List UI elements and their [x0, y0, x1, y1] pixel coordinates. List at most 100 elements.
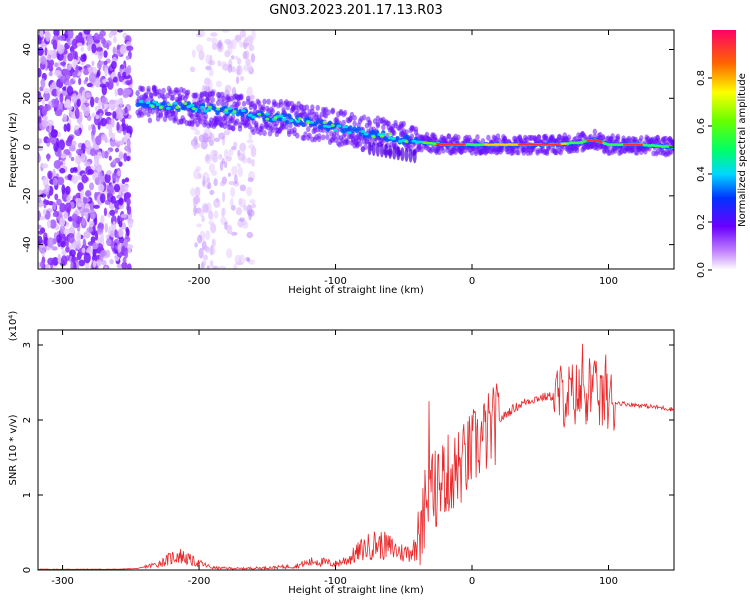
- noise-blob: [201, 260, 207, 267]
- noise-blob: [101, 259, 107, 266]
- noise-blob: [116, 105, 121, 116]
- noise-blob: [127, 263, 132, 269]
- noise-blob: [116, 30, 124, 33]
- spectrogram-y-ticks: -40 -20 0 20 40: [22, 43, 674, 253]
- ridge-core: [162, 100, 167, 106]
- ridge-halo: [140, 86, 146, 93]
- ridge-halo: [486, 134, 491, 141]
- noise-blob: [56, 39, 61, 51]
- noise-blob: [196, 223, 202, 228]
- ridge-core: [145, 101, 151, 105]
- noise-blob: [48, 71, 53, 77]
- noise-blob: [237, 65, 241, 76]
- noise-blob: [191, 140, 197, 150]
- noise-blob: [74, 108, 80, 119]
- noise-blob: [59, 75, 67, 84]
- ridge-core: [200, 105, 205, 109]
- ridge-peak: [232, 109, 237, 113]
- ridge-halo: [559, 145, 565, 152]
- noise-blob: [38, 110, 41, 117]
- noise-blob: [112, 76, 118, 83]
- ridge-halo: [210, 96, 215, 103]
- ridge-halo: [200, 98, 206, 105]
- noise-blob: [93, 204, 100, 209]
- noise-blob: [104, 66, 108, 77]
- noise-blob: [116, 113, 124, 121]
- ridge-halo: [295, 132, 300, 139]
- noise-blob: [244, 50, 250, 59]
- noise-blob: [209, 260, 214, 268]
- noise-blob: [126, 155, 131, 162]
- noise-blob: [38, 235, 43, 246]
- ridge-core: [178, 101, 183, 107]
- noise-blob: [38, 137, 42, 144]
- noise-blob: [122, 71, 127, 78]
- noise-blob: [124, 184, 129, 194]
- noise-blob: [108, 103, 114, 109]
- noise-blob: [53, 159, 62, 169]
- noise-blob: [128, 83, 133, 90]
- noise-blob: [84, 261, 90, 269]
- ridge-core: [333, 128, 338, 132]
- noise-blob: [88, 220, 94, 228]
- noise-blob: [193, 195, 201, 204]
- noise-blob: [59, 92, 64, 103]
- noise-blob: [97, 151, 102, 160]
- noise-blob: [219, 180, 226, 187]
- noise-blob: [114, 208, 119, 214]
- noise-blob: [123, 135, 129, 143]
- ridge-core: [395, 136, 400, 141]
- noise-blob: [40, 78, 46, 89]
- noise-blob: [97, 48, 103, 60]
- ridge-core: [223, 110, 229, 114]
- noise-blob: [118, 197, 124, 206]
- noise-blob: [121, 261, 128, 269]
- ridge-halo: [173, 115, 179, 122]
- noise-blob: [236, 163, 241, 168]
- y-tick-label: 20: [22, 92, 33, 105]
- ridge-core: [264, 112, 270, 116]
- noise-blob: [63, 123, 68, 132]
- noise-blob: [94, 157, 100, 167]
- noise-blob: [128, 220, 133, 229]
- noise-blob: [124, 106, 128, 114]
- noise-blob: [45, 30, 51, 42]
- ridge-halo: [345, 139, 351, 146]
- noise-blob: [57, 147, 62, 159]
- noise-blob: [89, 148, 96, 157]
- noise-blob: [51, 246, 58, 251]
- noise-blob: [99, 83, 106, 88]
- noise-blob: [54, 109, 63, 117]
- noise-blob: [38, 146, 44, 152]
- noise-blob: [54, 97, 59, 109]
- noise-blob: [224, 221, 228, 230]
- noise-blob: [194, 242, 198, 248]
- noise-blob: [82, 238, 87, 250]
- noise-blob: [218, 153, 223, 160]
- ridge-core: [227, 107, 233, 111]
- noise-blob: [110, 229, 115, 238]
- spectrogram-x-ticks: -300 -200 -100 0 100: [51, 30, 618, 287]
- noise-blob: [110, 60, 117, 70]
- ridge-streak: [375, 142, 380, 157]
- noise-blob: [235, 76, 240, 85]
- noise-blob: [246, 139, 254, 144]
- noise-blob: [92, 124, 96, 136]
- noise-blob: [76, 239, 81, 250]
- noise-blob: [193, 168, 200, 180]
- noise-blob: [38, 261, 41, 268]
- noise-blob: [112, 111, 117, 119]
- snr-scale-label: (x10⁴): [8, 311, 19, 342]
- ridge-halo: [198, 117, 203, 124]
- noise-blob: [85, 77, 89, 82]
- ridge-core: [189, 103, 195, 107]
- ridge-halo: [456, 134, 461, 141]
- ridge-halo: [375, 122, 381, 129]
- colorbar: 0.0 0.2 0.4 0.6 0.8 Normalized spectral ampl…: [696, 30, 748, 278]
- noise-blob: [94, 77, 101, 88]
- noise-blob: [210, 222, 217, 234]
- noise-blob: [86, 34, 93, 46]
- noise-blob: [80, 189, 85, 201]
- ridge-halo: [307, 132, 312, 139]
